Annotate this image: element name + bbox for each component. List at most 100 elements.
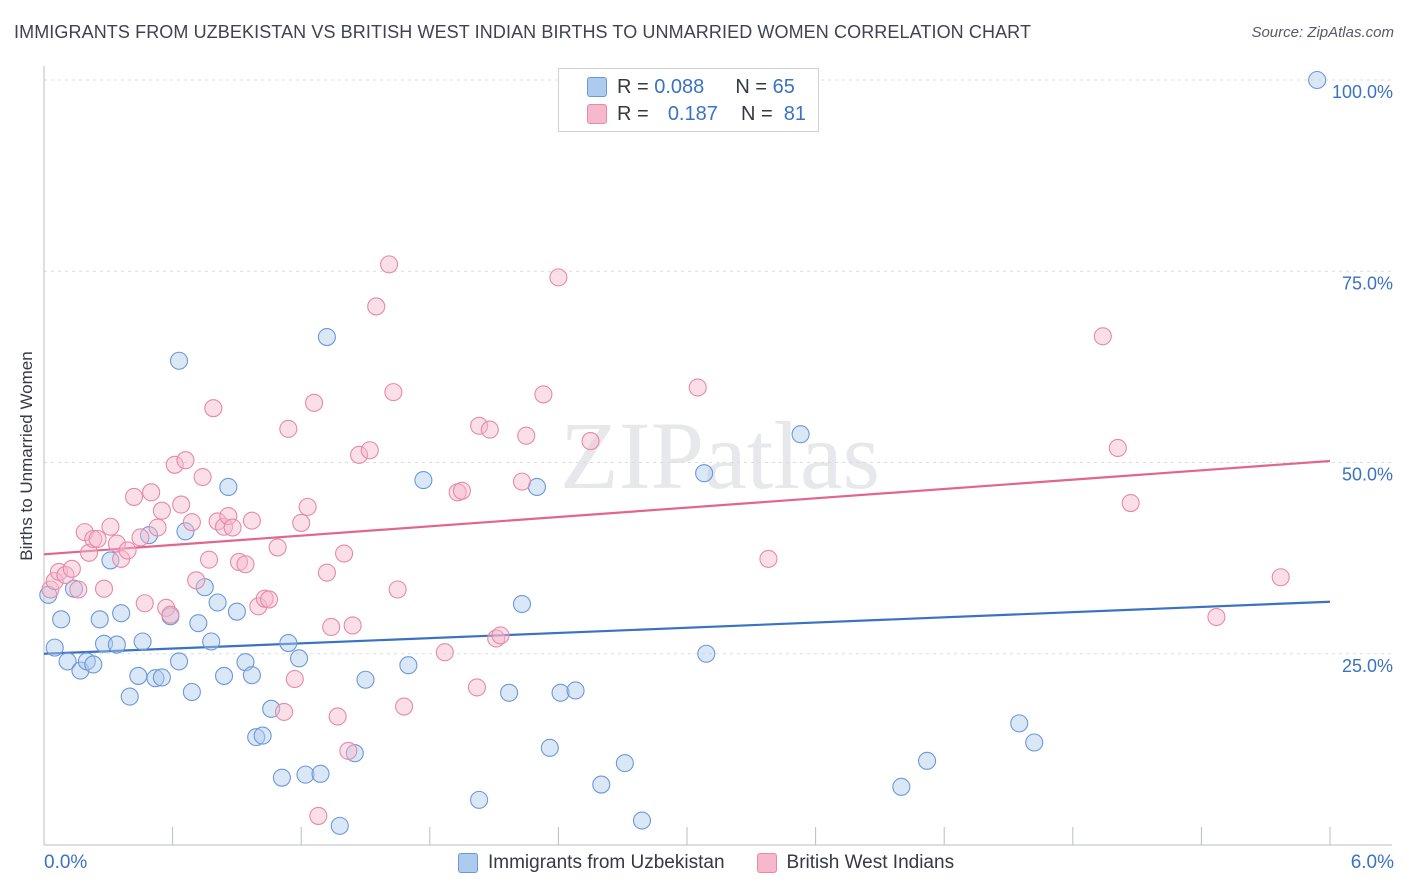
data-point	[120, 687, 139, 706]
data-point	[298, 497, 317, 516]
axes	[43, 66, 1392, 846]
data-point	[566, 681, 585, 700]
data-point	[131, 528, 150, 547]
data-point	[118, 541, 137, 560]
trend-line-british-west-indians	[43, 459, 1331, 556]
data-point	[204, 399, 223, 418]
legend-n-value: 65	[772, 75, 795, 98]
data-point	[249, 597, 268, 616]
series-legend: Immigrants from Uzbekistan British West …	[458, 852, 986, 874]
data-point	[470, 790, 489, 809]
data-point	[549, 268, 568, 287]
y-axis-title: Births to Unmarried Women	[17, 351, 36, 561]
data-point	[360, 441, 379, 460]
data-point	[1108, 438, 1127, 458]
data-point	[84, 655, 103, 674]
data-point	[452, 481, 472, 500]
data-point	[380, 255, 399, 274]
data-point	[1271, 568, 1290, 587]
y-tick-label: 100.0%	[1332, 82, 1393, 102]
data-point	[88, 529, 107, 549]
data-point	[227, 602, 246, 621]
data-point	[1121, 493, 1140, 513]
data-point	[328, 707, 347, 726]
series-swatch-pink	[756, 853, 777, 873]
data-point	[918, 751, 937, 770]
data-point	[350, 445, 369, 464]
data-point	[124, 487, 144, 506]
trend-line-uzbekistan	[43, 600, 1331, 655]
data-point	[94, 579, 114, 598]
x-axis-min-label: 0.0%	[44, 852, 88, 873]
data-point	[317, 563, 336, 582]
data-point	[247, 728, 266, 747]
data-point	[512, 594, 532, 614]
data-point	[309, 806, 328, 825]
series-british-west-indians	[41, 255, 1290, 825]
data-point	[176, 451, 195, 470]
data-point	[219, 477, 238, 497]
data-point	[242, 666, 261, 685]
legend-row-uzbekistan: R = 0.088 N = 65	[587, 75, 795, 99]
data-point	[214, 666, 234, 685]
chart-title: IMMIGRANTS FROM UZBEKISTAN VS BRITISH WE…	[14, 22, 1032, 42]
data-point	[1010, 714, 1029, 733]
data-point	[52, 610, 71, 629]
data-point	[1025, 733, 1044, 752]
data-point	[62, 559, 81, 578]
data-point	[540, 738, 559, 757]
data-point	[343, 616, 362, 635]
data-point	[58, 652, 77, 671]
data-point	[279, 633, 298, 653]
data-point	[129, 666, 148, 685]
data-point	[208, 593, 227, 612]
data-point	[182, 682, 201, 702]
data-point	[615, 754, 634, 773]
data-point	[534, 385, 553, 404]
data-point	[275, 702, 294, 721]
data-point	[367, 297, 386, 316]
data-point	[202, 632, 221, 651]
series-name: Immigrants from Uzbekistan	[488, 852, 725, 873]
series-name: British West Indians	[786, 852, 955, 873]
trend-lines	[43, 459, 1331, 655]
data-point	[527, 477, 547, 497]
data-point	[259, 590, 279, 609]
data-point	[356, 670, 375, 689]
data-point	[480, 420, 499, 439]
data-point	[697, 644, 716, 663]
data-point	[1093, 327, 1112, 346]
data-point	[101, 517, 120, 536]
data-point	[242, 511, 261, 530]
data-point	[193, 467, 212, 487]
data-point	[152, 668, 171, 687]
data-point	[305, 393, 324, 412]
data-point	[142, 483, 161, 502]
series-legend-uzbekistan: Immigrants from Uzbekistan	[458, 852, 725, 874]
legend-r-value: 0.187	[667, 102, 718, 125]
correlation-legend: R = 0.088 N = 65 R = 0.187 N = 81	[558, 68, 819, 132]
y-tick-label: 50.0%	[1342, 465, 1393, 485]
data-point	[45, 638, 64, 657]
data-point	[339, 741, 358, 760]
data-point	[90, 610, 109, 629]
data-point	[148, 518, 167, 537]
data-point	[491, 626, 510, 645]
data-point	[236, 555, 255, 574]
data-point	[435, 643, 454, 662]
data-point	[199, 550, 219, 569]
legend-swatch-blue	[587, 77, 607, 97]
data-point	[161, 605, 180, 624]
data-point	[759, 549, 778, 568]
y-tick-label: 75.0%	[1342, 273, 1393, 293]
series-legend-british-west-indians: British West Indians	[756, 852, 955, 874]
data-point	[317, 327, 336, 347]
source-label: Source: ZipAtlas.com	[1251, 24, 1394, 41]
data-point	[296, 765, 315, 784]
data-point	[330, 816, 349, 835]
data-point	[285, 669, 304, 689]
data-point	[79, 543, 99, 562]
data-point	[169, 351, 189, 370]
data-point	[45, 572, 64, 591]
